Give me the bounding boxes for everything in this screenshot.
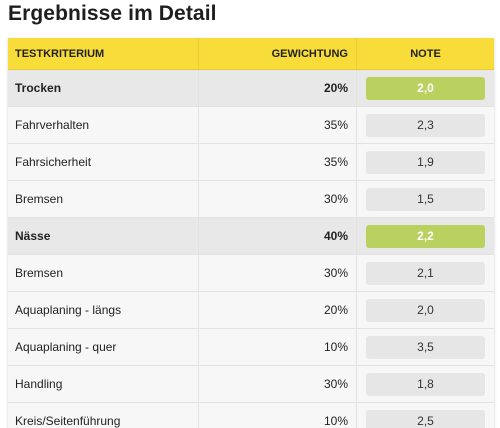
grade-cell: 2,2 (357, 218, 494, 254)
table-row-group-naesse: Nässe 40% 2,2 (8, 218, 494, 255)
header-grade: NOTE (410, 47, 441, 60)
weight-cell: 30% (199, 255, 357, 291)
grade-badge: 3,5 (366, 335, 485, 359)
grade-badge: 1,9 (366, 150, 485, 174)
table-row: Aquaplaning - längs 20% 2,0 (8, 292, 494, 329)
weight-cell: 40% (199, 218, 357, 254)
criterion-cell: Nässe (8, 218, 199, 254)
grade-badge: 1,5 (366, 187, 485, 211)
criterion-cell: Aquaplaning - längs (8, 292, 199, 328)
grade-badge: 2,0 (366, 298, 485, 322)
weight-cell: 20% (199, 70, 357, 106)
grade-cell: 1,8 (357, 366, 494, 402)
table-row: Kreis/Seitenführung 10% 2,5 (8, 403, 494, 428)
grade-cell: 1,9 (357, 144, 494, 180)
table-row: Bremsen 30% 1,5 (8, 181, 494, 218)
grade-badge: 2,5 (366, 409, 485, 428)
grade-cell: 2,0 (357, 70, 494, 106)
grade-cell: 3,5 (357, 329, 494, 365)
table-row: Handling 30% 1,8 (8, 366, 494, 403)
grade-cell: 2,3 (357, 107, 494, 143)
results-table: TESTKRITERIUM GEWICHTUNG NOTE Trocken 20… (8, 38, 494, 428)
header-weight: GEWICHTUNG (199, 38, 357, 69)
weight-cell: 35% (199, 144, 357, 180)
criterion-cell: Trocken (8, 70, 199, 106)
grade-badge: 2,0 (366, 76, 485, 100)
grade-cell: 2,5 (357, 403, 494, 428)
page-title: Ergebnisse im Detail (8, 2, 217, 25)
table-row-group-trocken: Trocken 20% 2,0 (8, 70, 494, 107)
grade-cell: 1,5 (357, 181, 494, 217)
weight-cell: 30% (199, 181, 357, 217)
weight-cell: 20% (199, 292, 357, 328)
grade-badge: 2,1 (366, 261, 485, 285)
weight-cell: 30% (199, 366, 357, 402)
grade-badge: 1,8 (366, 372, 485, 396)
weight-cell: 35% (199, 107, 357, 143)
table-header: TESTKRITERIUM GEWICHTUNG NOTE (8, 38, 494, 70)
criterion-cell: Handling (8, 366, 199, 402)
table-row: Fahrsicherheit 35% 1,9 (8, 144, 494, 181)
header-criterion: TESTKRITERIUM (8, 38, 199, 69)
table-row: Aquaplaning - quer 10% 3,5 (8, 329, 494, 366)
weight-cell: 10% (199, 329, 357, 365)
criterion-cell: Bremsen (8, 255, 199, 291)
table-row: Bremsen 30% 2,1 (8, 255, 494, 292)
grade-badge: 2,3 (366, 113, 485, 137)
grade-badge: 2,2 (366, 224, 485, 248)
criterion-cell: Bremsen (8, 181, 199, 217)
criterion-cell: Kreis/Seitenführung (8, 403, 199, 428)
grade-cell: 2,0 (357, 292, 494, 328)
table-row: Fahrverhalten 35% 2,3 (8, 107, 494, 144)
criterion-cell: Fahrsicherheit (8, 144, 199, 180)
grade-cell: 2,1 (357, 255, 494, 291)
weight-cell: 10% (199, 403, 357, 428)
criterion-cell: Fahrverhalten (8, 107, 199, 143)
criterion-cell: Aquaplaning - quer (8, 329, 199, 365)
